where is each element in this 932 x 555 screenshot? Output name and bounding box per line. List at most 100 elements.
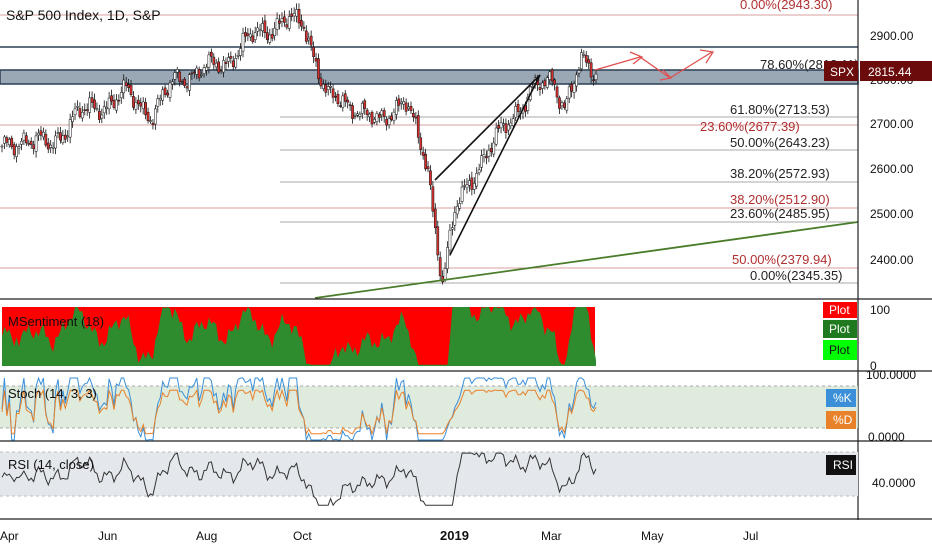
candle-down bbox=[331, 88, 335, 98]
fib-label-0-low: 0.00%(2345.35) bbox=[750, 268, 843, 283]
fib-label-23-6: 23.60%(2485.95) bbox=[730, 206, 830, 221]
sentiment-legend-1: Plot bbox=[829, 303, 850, 317]
candle-down bbox=[312, 46, 315, 57]
candle-up bbox=[507, 124, 510, 131]
projection-arrowhead-1 bbox=[629, 51, 644, 65]
candle-down bbox=[370, 111, 374, 125]
candle-up bbox=[258, 29, 262, 32]
candle-up bbox=[380, 110, 384, 116]
candle-up bbox=[402, 101, 406, 105]
candle-up bbox=[100, 114, 104, 119]
candle-down bbox=[85, 109, 89, 111]
candle-up bbox=[392, 111, 396, 121]
time-axis: Apr Jun Aug Oct 2019 Mar May Jul bbox=[0, 528, 758, 543]
candle-up bbox=[446, 247, 449, 269]
candle-down bbox=[46, 142, 50, 150]
ticker-badge bbox=[824, 61, 858, 81]
candle-down bbox=[421, 151, 425, 156]
sentiment-pane: MSentiment (18) Plot Plot Plot 100 0 bbox=[2, 302, 890, 373]
candle-up bbox=[472, 183, 476, 190]
candle-up bbox=[275, 18, 279, 30]
candle-up bbox=[375, 113, 379, 122]
time-label: 2019 bbox=[440, 528, 469, 543]
projection-path[interactable] bbox=[594, 51, 713, 79]
candles bbox=[0, 3, 598, 285]
candle-up bbox=[477, 169, 481, 174]
candle-up bbox=[407, 106, 410, 110]
candle-down bbox=[390, 115, 393, 120]
candle-up bbox=[51, 146, 55, 149]
candle-down bbox=[314, 57, 318, 62]
candle-down bbox=[343, 93, 347, 102]
candle-up bbox=[248, 33, 252, 38]
candle-up bbox=[158, 98, 162, 101]
candle-down bbox=[44, 134, 48, 146]
candle-up bbox=[200, 74, 203, 76]
candle-down bbox=[144, 102, 147, 116]
sentiment-legend-3: Plot bbox=[829, 343, 850, 357]
candle-down bbox=[587, 59, 591, 64]
candle-down bbox=[300, 20, 303, 27]
candle-up bbox=[71, 116, 74, 123]
candle-up bbox=[273, 27, 277, 36]
candle-up bbox=[22, 132, 26, 141]
candle-down bbox=[178, 71, 182, 82]
candle-down bbox=[27, 143, 31, 145]
time-label: Jul bbox=[743, 529, 758, 543]
candle-down bbox=[558, 97, 561, 109]
candle-up bbox=[399, 101, 403, 104]
candle-down bbox=[504, 123, 508, 133]
candle-up bbox=[76, 106, 79, 108]
rsi-line bbox=[1, 452, 597, 507]
candle-up bbox=[61, 135, 65, 144]
rsi-label: RSI (14, close) bbox=[8, 457, 94, 472]
candle-up bbox=[115, 99, 118, 111]
price-label: 2700.00 bbox=[870, 117, 914, 131]
candle-up bbox=[321, 84, 325, 89]
candle-up bbox=[49, 144, 53, 148]
candle-up bbox=[373, 118, 376, 123]
candle-up bbox=[56, 132, 60, 134]
trendline[interactable] bbox=[314, 221, 859, 299]
stoch-axis-top: 100.0000 bbox=[866, 368, 916, 382]
candle-down bbox=[563, 102, 566, 108]
candle-up bbox=[42, 132, 45, 138]
candle-down bbox=[251, 35, 255, 42]
candle-up bbox=[107, 97, 111, 110]
candle-down bbox=[309, 35, 313, 46]
candle-up bbox=[577, 70, 581, 74]
candle-up bbox=[511, 118, 515, 126]
candle-up bbox=[119, 92, 123, 99]
candle-up bbox=[171, 81, 174, 85]
candle-up bbox=[205, 66, 208, 71]
candle-up bbox=[448, 229, 452, 251]
candle-down bbox=[438, 257, 442, 277]
candle-up bbox=[463, 185, 466, 187]
candle-up bbox=[0, 145, 4, 148]
candle-up bbox=[236, 55, 240, 57]
candle-down bbox=[263, 20, 267, 33]
candle-down bbox=[336, 93, 340, 105]
rsi-axis-label: 40.0000 bbox=[872, 476, 916, 490]
candle-up bbox=[292, 13, 296, 17]
sentiment-label: MSentiment (18) bbox=[8, 314, 104, 329]
candle-up bbox=[168, 82, 172, 98]
candle-up bbox=[3, 136, 6, 144]
candle-up bbox=[582, 53, 586, 56]
rsi-legend: RSI bbox=[833, 458, 853, 472]
stoch-label: Stoch (14, 3, 3) bbox=[8, 386, 97, 401]
candle-up bbox=[17, 146, 21, 149]
candle-down bbox=[538, 87, 542, 90]
candle-down bbox=[592, 79, 595, 81]
candle-down bbox=[192, 71, 196, 74]
candle-down bbox=[285, 24, 289, 28]
last-price-badge bbox=[860, 61, 932, 81]
candle-up bbox=[66, 135, 70, 138]
candle-down bbox=[324, 84, 328, 93]
candle-down bbox=[212, 56, 216, 65]
candle-up bbox=[227, 57, 230, 62]
fib-lines bbox=[0, 14, 858, 284]
candle-down bbox=[10, 137, 14, 147]
rising-wedge[interactable] bbox=[434, 74, 541, 256]
candle-down bbox=[297, 9, 301, 24]
